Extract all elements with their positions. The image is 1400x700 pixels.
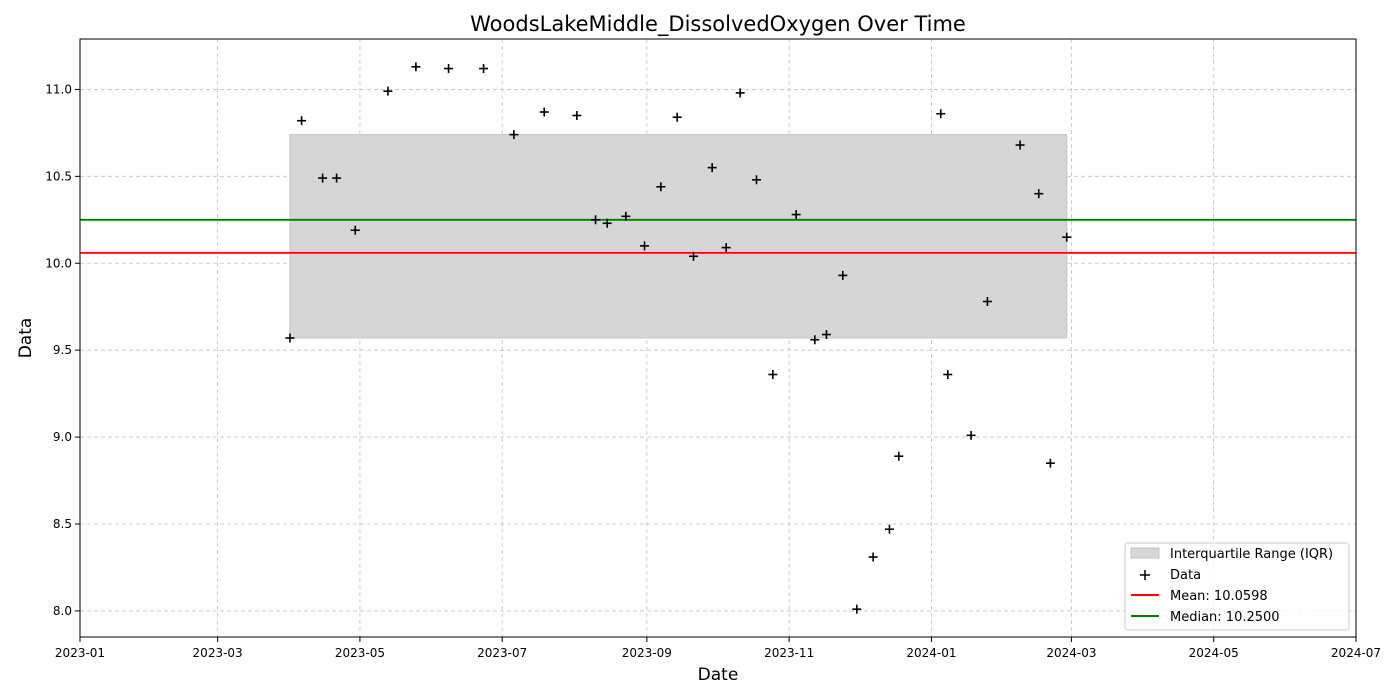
data-point [1015, 140, 1025, 150]
legend-mean-label: Mean: 10.0598 [1170, 589, 1268, 604]
iqr-band-layer [289, 134, 1068, 339]
data-point [884, 524, 894, 534]
data-point [572, 110, 582, 120]
data-point [539, 107, 549, 117]
plot-frame [79, 38, 1357, 638]
y-tick-label: 10.0 [45, 256, 72, 270]
data-point [602, 218, 612, 228]
x-tick-label: 2023-05 [335, 646, 385, 660]
data-point [479, 64, 489, 74]
legend-box [1124, 542, 1350, 631]
y-tick-label: 10.5 [45, 169, 72, 183]
data-point [936, 109, 946, 119]
y-tick-label: 8.5 [53, 517, 72, 531]
data-point [943, 370, 953, 380]
data-point [707, 163, 717, 173]
x-tick-label: 2023-01 [55, 646, 105, 660]
data-point [285, 333, 295, 343]
y-axis-title: Data [16, 318, 36, 359]
data-point [621, 211, 631, 221]
data-point [810, 335, 820, 345]
legend-data-marker [1140, 570, 1150, 580]
data-point [509, 130, 519, 140]
data-point [1045, 458, 1055, 468]
y-tick-label: 9.5 [53, 343, 72, 357]
data-point [838, 270, 848, 280]
data-point [591, 215, 601, 225]
legend: Interquartile Range (IQR) Data Mean: 10.… [1124, 542, 1350, 631]
data-point [383, 86, 393, 96]
data-point [640, 241, 650, 251]
data-point [656, 182, 666, 192]
x-tick-label: 2023-09 [622, 646, 672, 660]
data-point [318, 173, 328, 183]
y-tick-label: 8.0 [53, 604, 72, 618]
data-point [751, 175, 761, 185]
legend-iqr-label: Interquartile Range (IQR) [1170, 547, 1333, 562]
data-point [966, 430, 976, 440]
x-axis-title: Date [698, 665, 739, 685]
data-point [868, 552, 878, 562]
data-point [444, 64, 454, 74]
data-point [768, 370, 778, 380]
legend-iqr-swatch [1130, 547, 1160, 559]
data-point [1034, 189, 1044, 199]
iqr-band [289, 134, 1068, 339]
data-points [285, 62, 1072, 614]
data-point [791, 210, 801, 220]
data-point [721, 243, 731, 253]
data-point [982, 296, 992, 306]
x-tick-label: 2024-07 [1331, 646, 1381, 660]
x-tick-label: 2024-05 [1189, 646, 1239, 660]
x-tick-label: 2024-03 [1046, 646, 1096, 660]
data-point [689, 251, 699, 261]
data-point [350, 225, 360, 235]
data-point [894, 451, 904, 461]
x-tick-label: 2023-11 [764, 646, 814, 660]
legend-median-label: Median: 10.2500 [1170, 610, 1280, 625]
data-point [297, 116, 307, 126]
legend-data-label: Data [1170, 568, 1201, 583]
reference-lines [80, 218, 1356, 254]
data-point [735, 88, 745, 98]
x-tick-label: 2023-03 [193, 646, 243, 660]
data-point [852, 604, 862, 614]
x-tick-label: 2023-07 [477, 646, 527, 660]
axis-ticks: 2023-01 2023-03 2023-05 2023-07 2023-09 2023-… [45, 82, 1381, 660]
y-tick-label: 11.0 [45, 82, 72, 96]
data-point [1062, 232, 1072, 242]
data-point [332, 173, 342, 183]
y-tick-label: 9.0 [53, 430, 72, 444]
data-point [672, 112, 682, 122]
data-point [411, 62, 421, 72]
x-tick-label: 2024-01 [906, 646, 956, 660]
chart-title: WoodsLakeMiddle_DissolvedOxygen Over Tim… [470, 12, 966, 37]
data-point [821, 330, 831, 340]
